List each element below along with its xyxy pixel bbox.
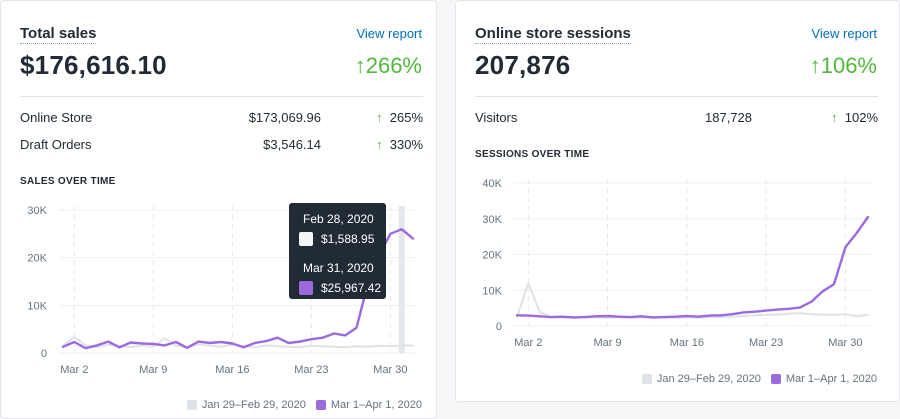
sales-over-time-chart[interactable]: 0 10K 20K 30K Mar 2 Mar 9 Mar 16 Mar 23 Mar 30: [1, 196, 438, 386]
row-value: $3,546.14: [263, 137, 321, 152]
x-tick-label: Mar 30: [828, 337, 862, 349]
legend-swatch-icon: [315, 400, 326, 410]
legend-swatch-icon: [641, 374, 652, 384]
tooltip-prev-value: $1,588.95: [321, 232, 375, 246]
tooltip-prev-date: Feb 28, 2020: [303, 212, 374, 226]
legend-item-previous[interactable]: Jan 29–Feb 29, 2020: [641, 373, 761, 385]
y-tick-label: 0: [41, 348, 47, 360]
legend-item-previous[interactable]: Jan 29–Feb 29, 2020: [186, 399, 306, 411]
sessions-over-time-chart[interactable]: 0 10K 20K 30K 40K Mar 2 Mar 9 Mar 16 Mar 23 Mar 3…: [456, 171, 900, 361]
row-change: ↑ 330%: [376, 137, 423, 152]
arrow-up-icon: ↑: [809, 53, 821, 78]
x-tick-label: Mar 16: [215, 364, 249, 376]
sessions-total: 207,876: [475, 50, 571, 80]
arrow-up-icon: ↑: [831, 110, 838, 125]
divider: [475, 96, 878, 97]
row-label: Draft Orders: [20, 137, 92, 152]
sales-view-report-link[interactable]: View report: [356, 26, 422, 41]
row-change: ↑ 102%: [831, 110, 878, 125]
x-tick-label: Mar 9: [594, 337, 622, 349]
legend-item-current[interactable]: Mar 1–Apr 1, 2020: [315, 399, 422, 411]
swatch-icon: [299, 281, 313, 295]
x-tick-label: Mar 30: [373, 364, 407, 376]
tooltip-curr-row: $25,967.42: [299, 281, 381, 295]
total-sales-card: Total sales View report $176,616.10 ↑266…: [0, 0, 437, 419]
sessions-change: ↑106%: [809, 53, 877, 78]
divider: [20, 96, 423, 97]
row-label: Visitors: [475, 110, 518, 125]
sessions-chart-legend: Jan 29–Feb 29, 2020 Mar 1–Apr 1, 2020: [632, 373, 877, 385]
sessions-row-visitors: Visitors 187,728 ↑ 102%: [475, 110, 878, 126]
total-sales-value: $176,616.10: [20, 50, 167, 80]
row-label: Online Store: [20, 110, 93, 125]
legend-swatch-icon: [186, 400, 197, 410]
y-tick-label: 20K: [482, 250, 502, 262]
tooltip-prev-row: $1,588.95: [299, 232, 374, 246]
sessions-view-report-link[interactable]: View report: [811, 26, 877, 41]
x-tick-label: Mar 16: [670, 337, 704, 349]
series-current-line: [61, 228, 415, 350]
y-tick-label: 20K: [27, 253, 47, 265]
x-tick-label: Mar 2: [514, 337, 542, 349]
sales-chart-tooltip: Feb 28, 2020 $1,588.95 Mar 31, 2020 $25,…: [289, 203, 386, 299]
sales-chart-legend: Jan 29–Feb 29, 2020 Mar 1–Apr 1, 2020: [177, 399, 422, 411]
series-current-line: [515, 215, 870, 319]
x-tick-label: Mar 23: [294, 364, 328, 376]
sessions-chart-title: SESSIONS OVER TIME: [475, 149, 590, 160]
hover-band: [398, 206, 405, 353]
online-store-sessions-card: Online store sessions View report 207,87…: [455, 0, 900, 402]
y-tick-label: 30K: [482, 214, 502, 226]
arrow-up-icon: ↑: [376, 137, 383, 152]
sessions-title[interactable]: Online store sessions: [475, 25, 631, 44]
arrow-up-icon: ↑: [354, 53, 366, 78]
x-tick-label: Mar 9: [139, 364, 167, 376]
swatch-icon: [299, 232, 313, 246]
total-sales-title[interactable]: Total sales: [20, 25, 97, 44]
x-tick-label: Mar 2: [60, 364, 88, 376]
y-tick-label: 30K: [27, 205, 47, 217]
series-previous-line: [516, 282, 869, 319]
y-tick-label: 10K: [27, 300, 47, 312]
row-change: ↑ 265%: [376, 110, 423, 125]
tooltip-curr-date: Mar 31, 2020: [303, 261, 374, 275]
arrow-up-icon: ↑: [376, 110, 383, 125]
row-value: $173,069.96: [248, 110, 321, 125]
y-tick-label: 0: [496, 321, 502, 333]
sales-row-draft-orders: Draft Orders $3,546.14 ↑ 330%: [20, 137, 423, 153]
row-value: 187,728: [705, 110, 752, 125]
x-tick-label: Mar 23: [749, 337, 783, 349]
sales-chart-title: SALES OVER TIME: [20, 176, 116, 187]
y-tick-label: 10K: [482, 285, 502, 297]
y-tick-label: 40K: [482, 178, 502, 190]
sales-row-online-store: Online Store $173,069.96 ↑ 265%: [20, 110, 423, 126]
tooltip-curr-value: $25,967.42: [321, 281, 382, 295]
legend-swatch-icon: [770, 374, 781, 384]
legend-item-current[interactable]: Mar 1–Apr 1, 2020: [770, 373, 877, 385]
total-sales-change: ↑266%: [354, 53, 422, 78]
